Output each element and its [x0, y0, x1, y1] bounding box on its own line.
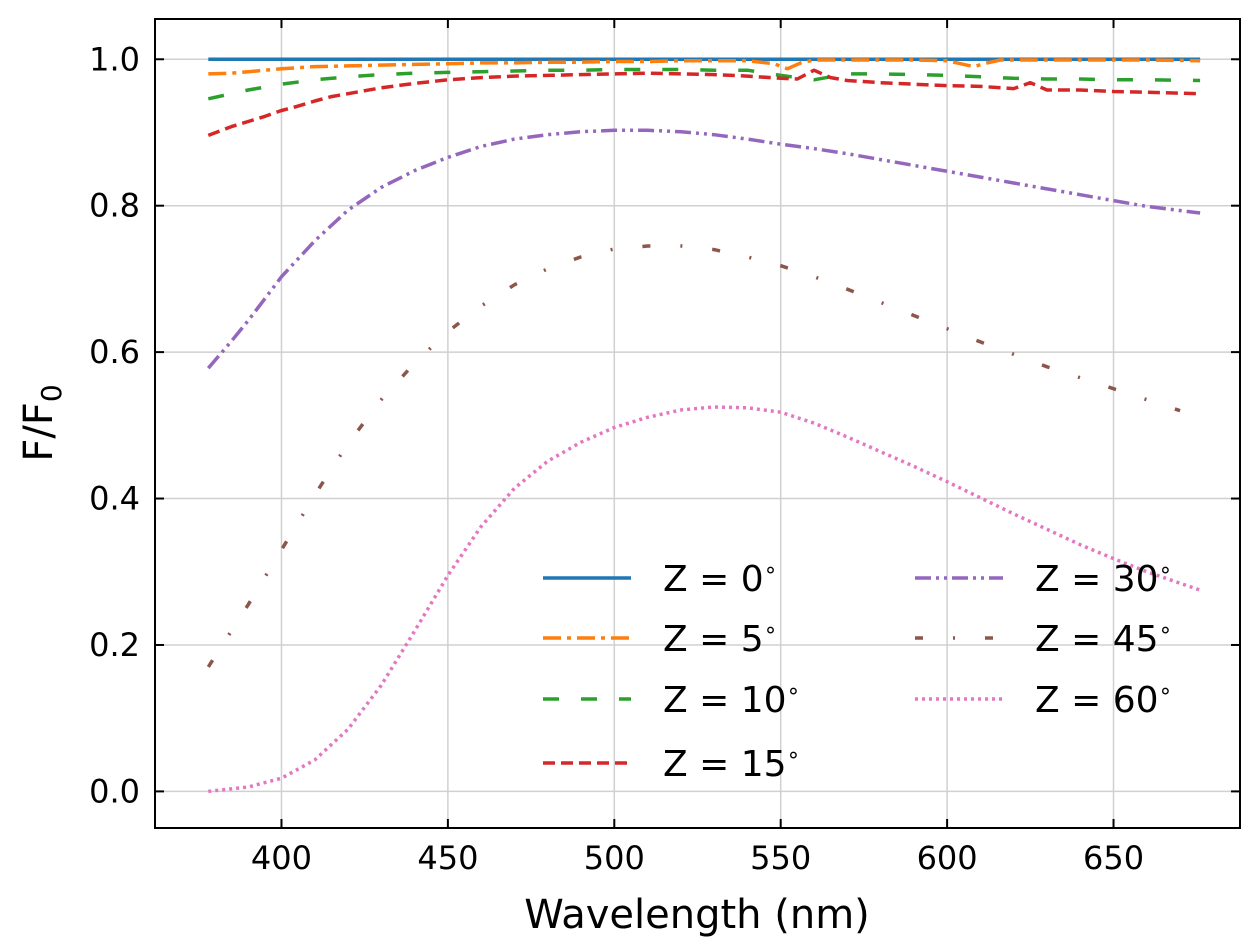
y-tick-label: 0.8 [89, 187, 140, 225]
y-axis-label: F/F [16, 402, 62, 462]
y-axis-label-subscript: 0 [35, 384, 68, 402]
y-tick-label: 0.4 [89, 480, 140, 518]
axis-ticks: 400 450 500 550 600 650 0.0 0.2 0.4 0.6 0.8 1.0 [89, 19, 1240, 877]
svg-text:F/F0: F/F0 [16, 384, 68, 461]
series-line-7 [208, 405, 1201, 794]
series-line-4 [207, 68, 1201, 138]
legend-label-1: Z = 0∘ [663, 558, 777, 600]
legend-label-7: Z = 60∘ [1035, 679, 1172, 721]
legend-label-6: Z = 45∘ [1035, 618, 1172, 660]
x-tick-label: 400 [251, 839, 312, 877]
y-tick-label: 0.0 [89, 772, 140, 810]
y-tick-label: 1.0 [89, 40, 140, 78]
y-axis-label-group: F/F0 [16, 384, 68, 461]
x-tick-label: 500 [584, 839, 645, 877]
legend-label-5: Z = 30∘ [1035, 558, 1172, 600]
x-tick-label: 650 [1083, 839, 1144, 877]
legend-label-2: Z = 5∘ [663, 618, 777, 660]
x-tick-label: 600 [917, 839, 978, 877]
y-tick-label: 0.2 [89, 626, 140, 664]
series-lines [206, 57, 1201, 794]
x-axis-label: Wavelength (nm) [524, 892, 870, 938]
legend-label-4: Z = 15∘ [663, 743, 800, 785]
series-line-2 [208, 58, 1201, 76]
legend-label-3: Z = 10∘ [663, 679, 800, 721]
plot-frame [154, 18, 1241, 829]
series-line-5 [206, 128, 1201, 370]
x-tick-label: 550 [750, 839, 811, 877]
x-tick-label: 450 [417, 839, 478, 877]
y-tick-label: 0.6 [89, 333, 140, 371]
legend: Z = 0∘ Z = 5∘ Z = 10∘ Z = 15∘ Z = 30∘ Z = 45∘… [543, 558, 1172, 785]
